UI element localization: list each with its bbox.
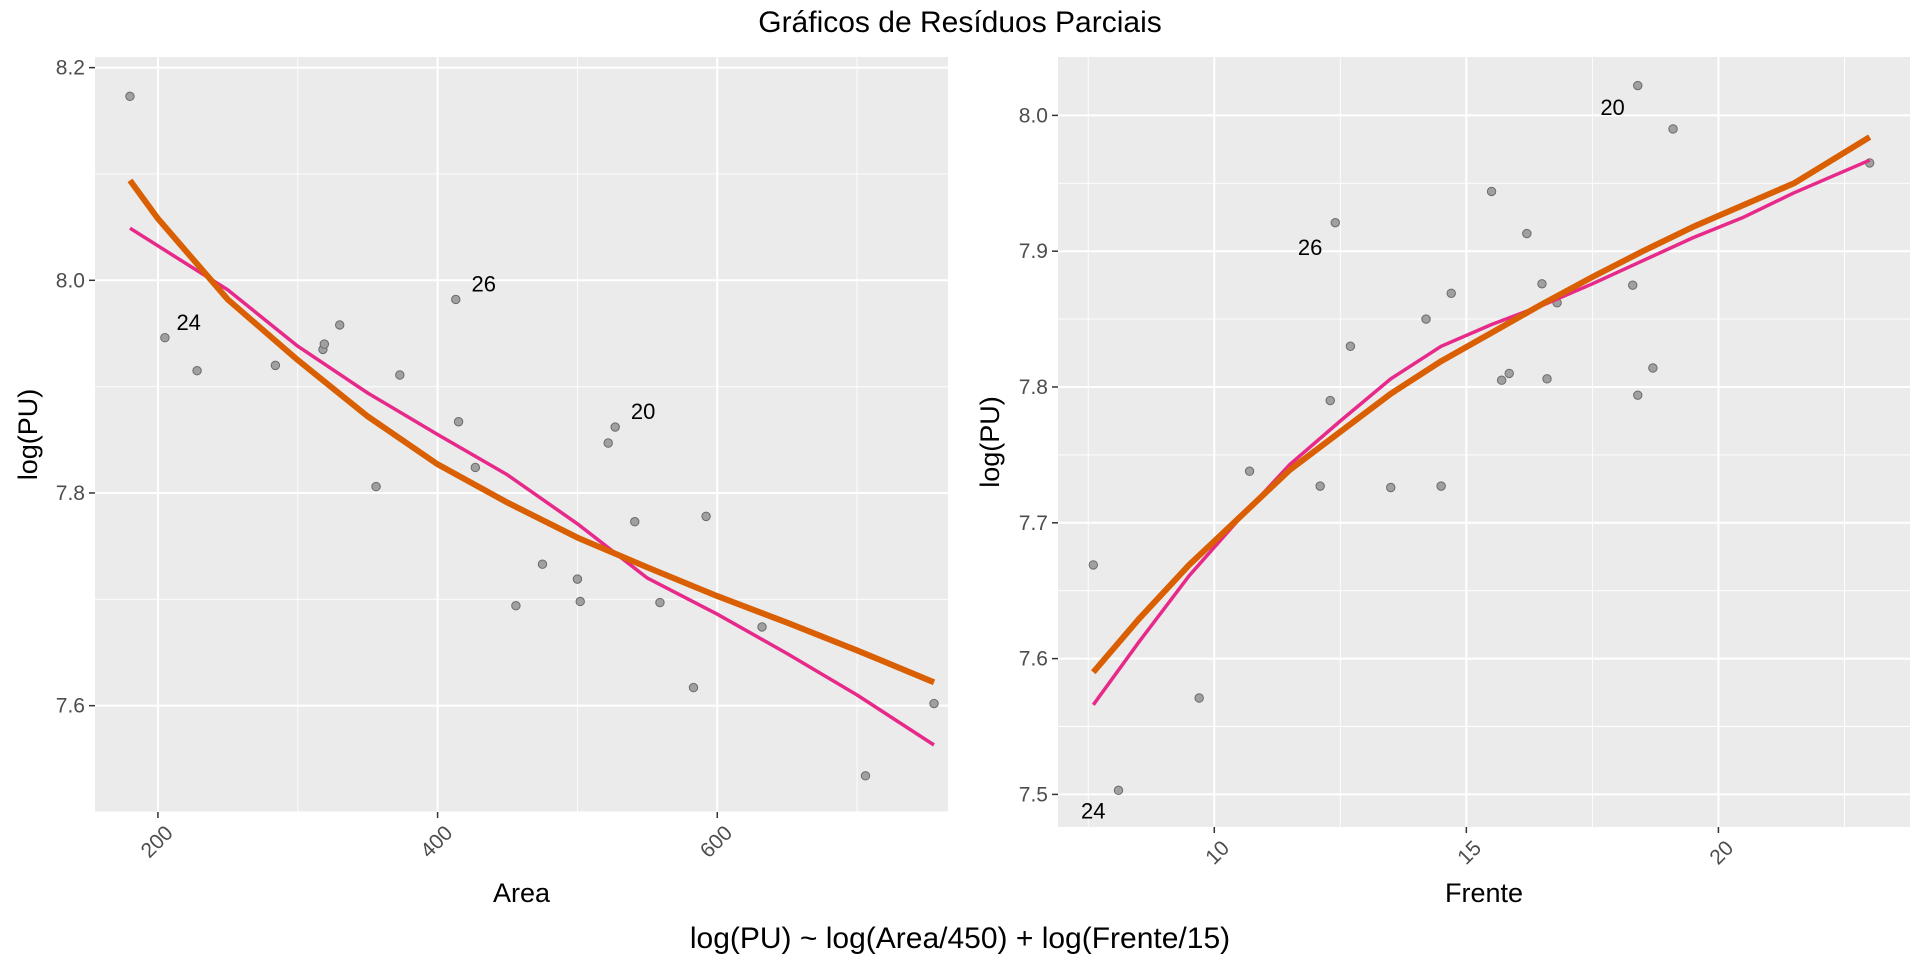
data-point [1496, 375, 1507, 385]
data-point [451, 294, 461, 305]
y-axis-label: log(PU) [975, 396, 1005, 488]
orange-fit-line [127, 178, 936, 686]
data-point [860, 771, 871, 781]
panel-background [1058, 57, 1910, 827]
y-tick-label: 7.8 [56, 482, 85, 505]
data-point [1633, 390, 1643, 400]
data-point [125, 91, 135, 102]
point-label-annotation: 26 [472, 272, 496, 297]
point-label-annotation: 20 [631, 399, 655, 424]
data-point [1537, 279, 1547, 289]
chart-title: Gráficos de Resíduos Parciais [758, 6, 1162, 39]
y-axis-label: log(PU) [13, 389, 43, 481]
data-point [1113, 785, 1124, 796]
data-point [511, 601, 521, 611]
data-point [1386, 482, 1396, 493]
data-point [160, 333, 170, 343]
data-point [1522, 228, 1532, 239]
data-point [371, 481, 381, 492]
data-point [630, 516, 640, 527]
data-point [1668, 124, 1678, 134]
pink-fit-line [1091, 158, 1871, 706]
frente-partial-residual-plot: 7.5 7.6 7.7 7.8 7.9 8.0 10 15 20 24 26 20 Frente log(… [975, 57, 1910, 908]
data-point [1345, 341, 1356, 351]
orange-fit-line [1091, 134, 1872, 675]
data-point [1486, 186, 1497, 197]
data-point [319, 339, 330, 349]
data-point [1446, 288, 1456, 298]
data-point [1542, 374, 1552, 384]
y-tick-label: 7.8 [1019, 376, 1048, 399]
data-point [572, 574, 583, 584]
data-point [470, 462, 481, 473]
data-point [1628, 280, 1638, 290]
data-point [603, 438, 613, 448]
x-tick-label: 20 [1705, 836, 1738, 869]
data-point [395, 370, 405, 380]
data-point [1421, 314, 1431, 324]
y-tick-label: 7.6 [1019, 648, 1048, 671]
y-tick-label: 8.0 [56, 269, 85, 292]
y-tick-label: 8.2 [56, 57, 85, 80]
x-axis-label: Frente [1445, 878, 1523, 908]
data-point [1504, 368, 1514, 379]
data-point [575, 596, 585, 607]
data-point [1648, 363, 1658, 373]
point-label-annotation: 20 [1600, 95, 1624, 120]
point-label-annotation: 24 [176, 310, 200, 335]
data-point [270, 360, 281, 371]
data-point [929, 698, 939, 709]
data-point [1325, 395, 1335, 406]
data-point [610, 422, 620, 432]
data-point [335, 320, 345, 330]
x-tick-label: 15 [1453, 836, 1486, 869]
data-point [757, 622, 767, 632]
data-point [1436, 481, 1446, 491]
panel-background [95, 57, 948, 812]
data-point [1315, 481, 1325, 491]
data-point [537, 559, 548, 569]
data-point [1633, 80, 1643, 91]
data-point [1194, 693, 1204, 703]
data-point [701, 511, 711, 522]
data-point [688, 682, 699, 693]
y-tick-label: 7.9 [1019, 240, 1048, 263]
y-tick-label: 8.0 [1019, 104, 1048, 127]
data-point [655, 597, 665, 608]
x-tick-label: 10 [1201, 836, 1234, 869]
data-point [1330, 217, 1340, 228]
data-point [1244, 466, 1255, 476]
data-point [192, 365, 202, 376]
point-label-annotation: 24 [1081, 799, 1105, 824]
x-axis-label: Area [493, 878, 551, 908]
y-tick-label: 7.6 [56, 695, 85, 718]
model-formula-caption: log(PU) ~ log(Area/450) + log(Frente/15) [689, 922, 1231, 955]
data-point [1088, 560, 1098, 570]
y-tick-label: 7.7 [1019, 512, 1048, 535]
data-point [453, 417, 464, 427]
y-tick-label: 7.5 [1019, 783, 1048, 806]
point-label-annotation: 26 [1298, 235, 1322, 260]
pink-fit-line [129, 226, 935, 747]
